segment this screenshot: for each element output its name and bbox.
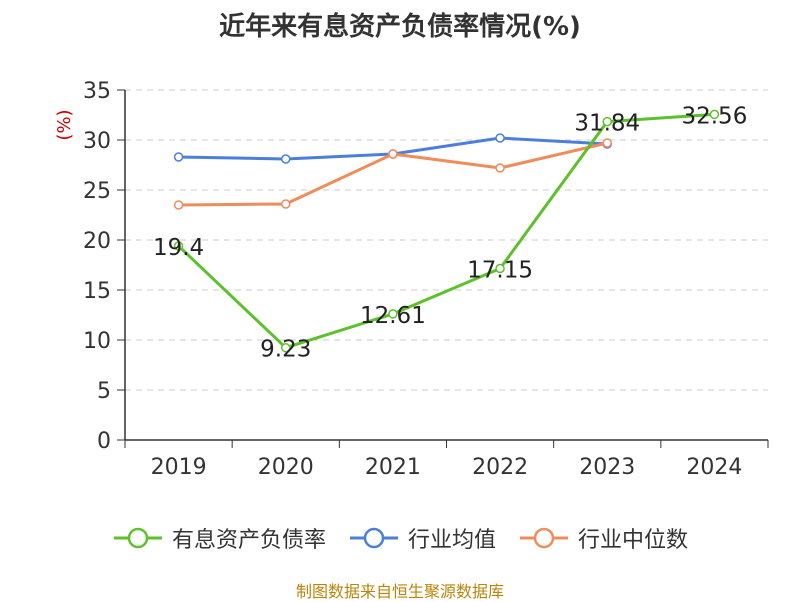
legend-circle — [533, 527, 555, 549]
data-label: 12.61 — [360, 303, 426, 329]
series-lines — [173, 109, 720, 353]
data-source-note: 制图数据来自恒生聚源数据库 — [295, 582, 504, 601]
y-tick-label: 0 — [97, 429, 111, 454]
y-tick-label: 5 — [97, 379, 111, 404]
data-point — [388, 149, 398, 159]
data-point — [495, 133, 505, 143]
data-point — [281, 154, 291, 164]
series-line — [177, 112, 715, 350]
legend-label: 有息资产负债率 — [171, 528, 326, 553]
legend-item[interactable]: 有息资产负债率 — [112, 522, 326, 554]
legend-circle — [127, 527, 149, 549]
x-tick-label: 2021 — [365, 455, 421, 480]
axes: 0 5 10 15 20 25 30 35 (%) 2019 2020 2021 2022 2023 202… — [54, 79, 769, 480]
y-tick-label: 35 — [83, 79, 111, 104]
data-point — [495, 163, 505, 173]
legend-item[interactable]: 行业中位数 — [518, 522, 688, 554]
data-label: 32.56 — [681, 103, 747, 129]
data-label: 19.4 — [153, 235, 204, 261]
chart-title: 近年来有息资产负债率情况(%) — [219, 12, 581, 42]
x-tick-label: 2024 — [686, 455, 742, 480]
data-point — [173, 200, 184, 210]
y-axis-label: (%) — [54, 109, 75, 140]
data-point — [281, 199, 291, 209]
x-tick-label: 2023 — [579, 455, 635, 480]
data-label: 9.23 — [260, 337, 311, 363]
legend-label: 行业均值 — [407, 528, 496, 553]
data-point — [388, 309, 398, 319]
y-tick-label: 10 — [83, 329, 111, 354]
y-tick-label: 25 — [83, 179, 111, 204]
y-tick-label: 30 — [83, 129, 111, 154]
grid-lines — [125, 89, 768, 391]
y-tick-label: 15 — [83, 279, 111, 304]
legend-item[interactable]: 行业均值 — [348, 522, 496, 554]
data-point — [173, 241, 184, 251]
data-point — [495, 263, 505, 274]
chart-legend: 有息资产负债率 行业均值 行业中位数 — [0, 518, 800, 558]
data-label: 31.84 — [574, 111, 640, 137]
legend-marker-icon — [113, 527, 162, 549]
legend-marker-icon — [349, 527, 398, 549]
data-labels: 19.4 9.23 12.61 17.15 31.84 32.56 — [153, 103, 747, 362]
data-label: 17.15 — [467, 258, 533, 284]
legend-marker-icon — [520, 527, 568, 549]
legend-circle — [363, 527, 385, 549]
data-point — [173, 152, 184, 162]
x-tick-label: 2019 — [151, 455, 207, 480]
x-tick-label: 2022 — [472, 455, 528, 480]
legend-label: 行业中位数 — [578, 528, 689, 553]
data-point — [709, 109, 720, 120]
x-tick-label: 2020 — [258, 455, 314, 480]
data-point — [602, 138, 612, 148]
data-point — [602, 116, 612, 127]
y-tick-label: 20 — [83, 229, 111, 254]
data-point — [281, 342, 291, 353]
